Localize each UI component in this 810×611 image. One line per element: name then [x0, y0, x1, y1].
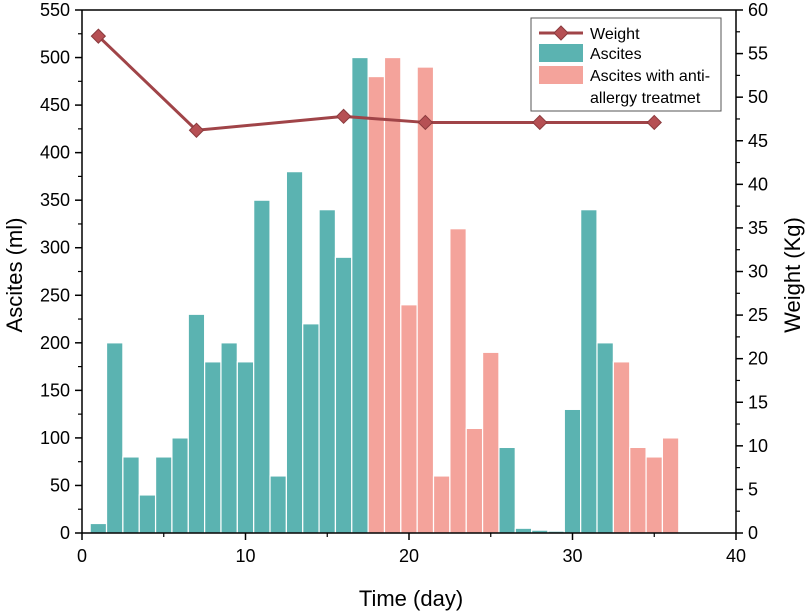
ascites-bar: [498, 446, 516, 534]
x-axis-label: Time (day): [359, 586, 463, 611]
y2-tick-label: 15: [748, 392, 768, 412]
y2-tick-label: 50: [748, 87, 768, 107]
y2-tick-label: 60: [748, 0, 768, 20]
ascites-bar: [204, 361, 222, 534]
anti-allergy-bar: [367, 75, 386, 534]
x-tick-label: 0: [77, 546, 87, 566]
legend-weight-marker: [553, 25, 569, 41]
anti-allergy-bar: [400, 304, 418, 534]
y2-tick-label: 30: [748, 262, 768, 282]
ascites-bar: [89, 522, 108, 534]
x-tick-label: 40: [726, 546, 746, 566]
anti-allergy-bar: [481, 351, 500, 534]
y-tick-label: 100: [40, 428, 70, 448]
ascites-bar: [220, 342, 238, 534]
y-tick-label: 50: [50, 475, 70, 495]
ascites-bar: [596, 342, 614, 534]
weight-point: [90, 28, 107, 44]
anti-allergy-bar: [612, 361, 631, 534]
weight-point: [188, 122, 205, 138]
legend: Weight Ascites Ascites with anti- allerg…: [530, 17, 722, 112]
y2-tick-label: 45: [748, 131, 768, 151]
y-tick-label: 400: [40, 143, 70, 163]
ascites-bar: [563, 408, 582, 534]
ascites-bar: [154, 456, 173, 534]
y2-tick-label: 20: [748, 349, 768, 369]
axis-labels: Time (day) Ascites (ml) Weight (Kg): [2, 217, 805, 611]
bars-layer: [89, 56, 680, 534]
y-tick-label: 350: [40, 190, 70, 210]
x-tick-label: 30: [562, 546, 582, 566]
anti-allergy-bar: [383, 56, 402, 534]
y2-tick-label: 25: [748, 305, 768, 325]
legend-anti-allergy-swatch: [539, 66, 583, 84]
y-tick-label: 200: [40, 333, 70, 353]
y-tick-label: 300: [40, 238, 70, 258]
axes-layer: 0 10 20 30 400501001502002503003504004505005…: [40, 0, 768, 566]
y2-tick-label: 0: [748, 523, 758, 543]
y-tick-label: 550: [40, 0, 70, 20]
anti-allergy-bar: [416, 66, 435, 534]
y-tick-label: 450: [40, 95, 70, 115]
ascites-bar: [351, 56, 369, 534]
legend-ascites-label: Ascites: [590, 46, 642, 63]
ascites-bar: [171, 437, 189, 534]
y2-tick-label: 10: [748, 436, 768, 456]
x-tick-label: 20: [399, 546, 419, 566]
legend-ascites-swatch: [539, 44, 583, 62]
ascites-bar: [302, 323, 320, 534]
weight-point: [646, 114, 662, 131]
ascites-bar: [334, 256, 353, 534]
ascites-bar: [105, 342, 124, 534]
ascites-bar: [269, 475, 287, 534]
anti-allergy-bar: [465, 427, 484, 534]
legend-anti-allergy-label-line2: allergy treatmet: [590, 90, 701, 107]
ascites-bar: [580, 209, 598, 534]
ascites-bar: [253, 199, 271, 534]
ascites-bar: [285, 171, 304, 534]
weight-point: [335, 108, 352, 125]
ascites-bar: [187, 313, 206, 534]
y2-tick-label: 40: [748, 174, 768, 194]
weight-point: [532, 114, 548, 131]
weight-line: [97, 35, 655, 132]
ascites-bar: [138, 494, 157, 534]
anti-allergy-bar: [645, 456, 664, 534]
anti-allergy-bar: [661, 437, 680, 534]
y-tick-label: 250: [40, 285, 70, 305]
y2-tick-label: 35: [748, 218, 768, 238]
y-axis-label: Ascites (ml): [2, 218, 27, 333]
ascites-bar: [318, 209, 337, 534]
weight-line-layer: [90, 28, 662, 138]
anti-allergy-bar: [432, 475, 451, 534]
legend-weight-label: Weight: [590, 26, 640, 43]
y-tick-label: 150: [40, 380, 70, 400]
y2-tick-label: 55: [748, 44, 768, 64]
ascites-bar: [236, 361, 255, 534]
legend-anti-allergy-label-line1: Ascites with anti-: [590, 68, 710, 85]
y-tick-label: 0: [60, 523, 70, 543]
y-tick-label: 500: [40, 48, 70, 68]
y2-tick-label: 5: [748, 479, 758, 499]
x-tick-label: 10: [235, 546, 255, 566]
anti-allergy-bar: [629, 446, 647, 534]
anti-allergy-bar: [449, 228, 467, 534]
ascites-bar: [122, 456, 140, 534]
y2-axis-label: Weight (Kg): [780, 217, 805, 333]
weight-point: [417, 114, 434, 131]
